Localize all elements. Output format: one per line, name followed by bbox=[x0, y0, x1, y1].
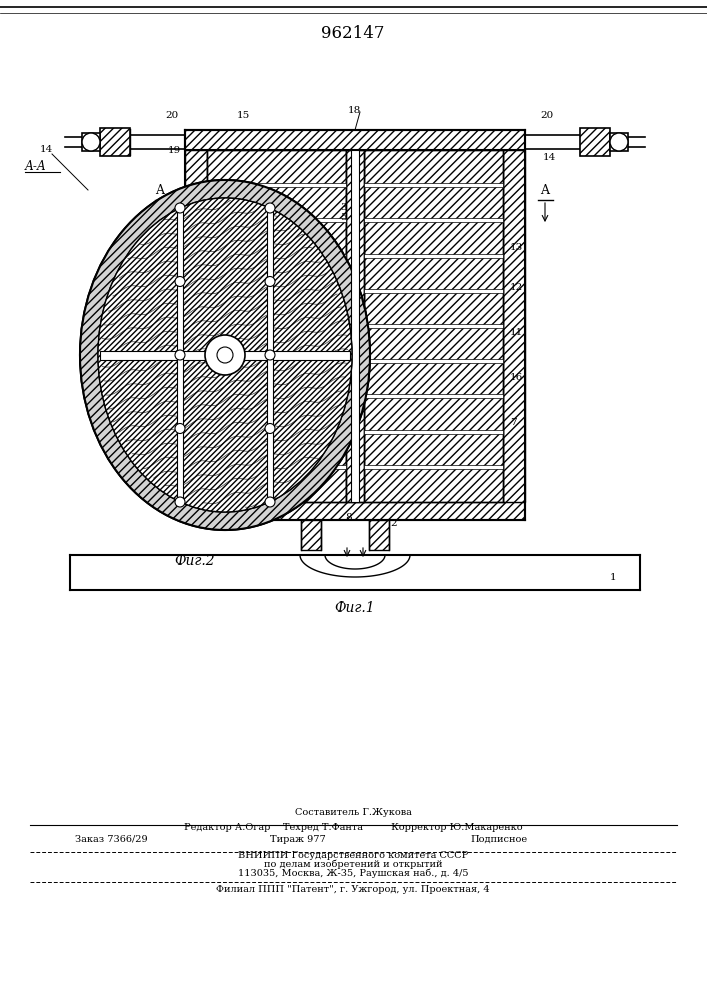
Text: 17: 17 bbox=[278, 273, 291, 282]
Circle shape bbox=[175, 276, 185, 286]
Text: 8: 8 bbox=[345, 513, 351, 522]
Text: Подписное: Подписное bbox=[470, 835, 527, 844]
Text: 15: 15 bbox=[237, 111, 250, 120]
Circle shape bbox=[205, 335, 245, 375]
Bar bbox=[369, 520, 389, 550]
Bar bbox=[207, 430, 346, 434]
Text: A: A bbox=[540, 184, 549, 197]
Circle shape bbox=[175, 497, 185, 507]
Text: Фиг.2: Фиг.2 bbox=[175, 554, 216, 568]
Bar bbox=[364, 324, 503, 328]
Text: 962147: 962147 bbox=[321, 25, 385, 42]
Bar bbox=[301, 520, 321, 550]
Text: 10: 10 bbox=[182, 433, 195, 442]
Bar bbox=[364, 218, 503, 222]
Bar bbox=[364, 289, 503, 293]
Text: 9: 9 bbox=[182, 463, 189, 472]
Text: 16: 16 bbox=[182, 373, 195, 382]
Text: 18: 18 bbox=[348, 106, 361, 115]
Bar bbox=[207, 254, 346, 258]
Bar bbox=[185, 502, 525, 520]
Text: 113035, Москва, Ж-35, Раушская наб., д. 4/5: 113035, Москва, Ж-35, Раушская наб., д. … bbox=[238, 868, 468, 878]
Text: Тираж 977: Тираж 977 bbox=[270, 835, 326, 844]
Bar bbox=[100, 351, 350, 360]
Bar bbox=[610, 133, 628, 151]
Text: 13: 13 bbox=[510, 243, 523, 252]
Bar bbox=[207, 289, 346, 293]
Circle shape bbox=[610, 133, 628, 151]
Text: 19: 19 bbox=[168, 146, 181, 155]
Text: 12: 12 bbox=[510, 283, 523, 292]
Bar bbox=[82, 133, 100, 151]
Text: Составитель Г.Жукова: Составитель Г.Жукова bbox=[295, 808, 411, 817]
Circle shape bbox=[175, 424, 185, 434]
Circle shape bbox=[175, 203, 185, 213]
Text: 16: 16 bbox=[103, 354, 116, 363]
Circle shape bbox=[265, 350, 275, 360]
Text: 4: 4 bbox=[230, 354, 237, 363]
Circle shape bbox=[82, 133, 100, 151]
Text: 14: 14 bbox=[543, 153, 556, 162]
Text: 16: 16 bbox=[327, 354, 340, 363]
Text: 5: 5 bbox=[340, 213, 346, 222]
Circle shape bbox=[265, 203, 275, 213]
Text: Фиг.1: Фиг.1 bbox=[334, 601, 375, 615]
Bar bbox=[185, 150, 207, 502]
Circle shape bbox=[265, 276, 275, 286]
Text: 4: 4 bbox=[340, 293, 346, 302]
Bar bbox=[207, 394, 346, 398]
Bar bbox=[100, 128, 130, 156]
Bar bbox=[177, 208, 183, 502]
Bar bbox=[364, 394, 503, 398]
Text: 6: 6 bbox=[270, 505, 276, 514]
Bar bbox=[364, 254, 503, 258]
Bar bbox=[267, 208, 273, 502]
Text: 11: 11 bbox=[510, 328, 523, 337]
Bar bbox=[207, 465, 346, 469]
Text: 16: 16 bbox=[510, 373, 523, 382]
Bar bbox=[503, 150, 525, 502]
Bar bbox=[364, 359, 503, 363]
Bar bbox=[364, 150, 503, 502]
Circle shape bbox=[265, 497, 275, 507]
Bar bbox=[364, 183, 503, 187]
Text: 7: 7 bbox=[510, 418, 517, 427]
Ellipse shape bbox=[80, 180, 370, 530]
Text: Редактор А.Огар    Техред Т.Фанта         Корректор Ю.Макаренко: Редактор А.Огар Техред Т.Фанта Корректор… bbox=[184, 823, 522, 832]
Ellipse shape bbox=[98, 198, 352, 512]
Bar bbox=[185, 130, 525, 150]
Text: A: A bbox=[155, 184, 164, 197]
Text: Филиал ППП "Патент", г. Ужгород, ул. Проектная, 4: Филиал ППП "Патент", г. Ужгород, ул. Про… bbox=[216, 885, 490, 894]
Text: 1: 1 bbox=[610, 573, 617, 582]
Text: 3: 3 bbox=[182, 263, 189, 272]
Text: по делам изобретений и открытий: по делам изобретений и открытий bbox=[264, 859, 443, 869]
Text: 16: 16 bbox=[207, 354, 218, 363]
Bar bbox=[346, 150, 364, 502]
Bar bbox=[580, 128, 610, 156]
Bar bbox=[364, 465, 503, 469]
Text: 17: 17 bbox=[278, 436, 291, 445]
Circle shape bbox=[265, 424, 275, 434]
Text: 17: 17 bbox=[158, 273, 171, 282]
Bar bbox=[351, 150, 359, 502]
Bar bbox=[207, 324, 346, 328]
Bar bbox=[364, 430, 503, 434]
Bar bbox=[207, 183, 346, 187]
Ellipse shape bbox=[80, 180, 370, 530]
Circle shape bbox=[217, 347, 233, 363]
Text: 20: 20 bbox=[165, 111, 178, 120]
Text: 2: 2 bbox=[390, 519, 397, 528]
Bar bbox=[207, 150, 346, 502]
Text: 20: 20 bbox=[540, 111, 554, 120]
Bar bbox=[207, 359, 346, 363]
Text: А-А: А-А bbox=[25, 160, 47, 173]
Text: ВНИИПИ Государственного комитета СССР: ВНИИПИ Государственного комитета СССР bbox=[238, 851, 468, 860]
Text: 16: 16 bbox=[158, 436, 171, 445]
Text: 3: 3 bbox=[340, 203, 346, 212]
Bar bbox=[207, 218, 346, 222]
Ellipse shape bbox=[98, 198, 352, 512]
Circle shape bbox=[175, 350, 185, 360]
Text: 14: 14 bbox=[40, 145, 53, 154]
Text: Заказ 7366/29: Заказ 7366/29 bbox=[75, 835, 148, 844]
